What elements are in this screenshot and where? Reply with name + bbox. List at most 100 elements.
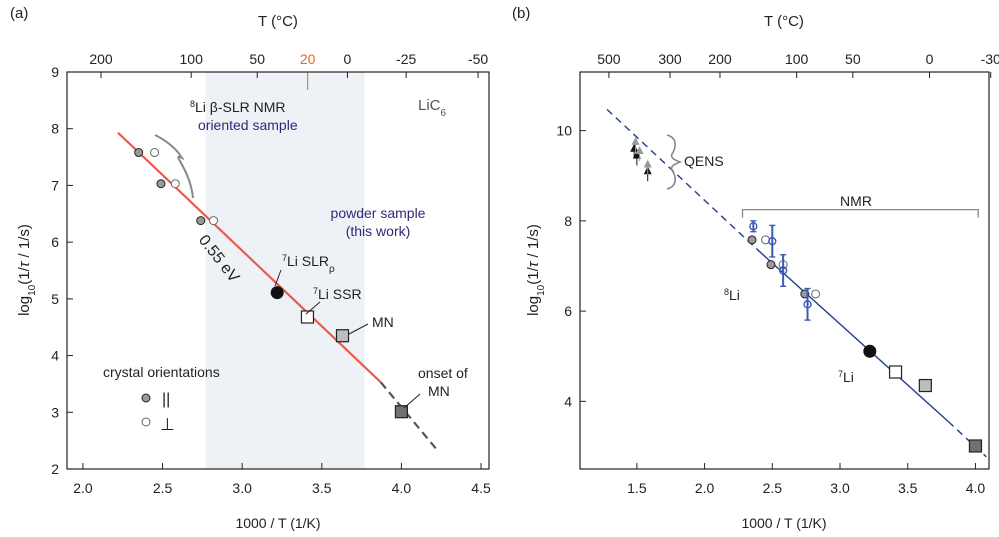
ylabel-b-tau: τ <box>525 260 542 267</box>
y-tick-label: 7 <box>51 177 59 193</box>
panel-a-shaded-region <box>205 72 365 469</box>
nmr-bracket-line <box>741 208 979 218</box>
li7-sup: 7 <box>838 369 843 379</box>
top-tick-label: -30 <box>981 51 999 67</box>
data-point-parallel <box>766 260 776 270</box>
qens-label: QENS <box>684 153 724 169</box>
panel-b-y-axis: 4 6 8 10 <box>556 123 586 409</box>
panel-b-y-axis-title: log10(1/τ / 1/s) <box>525 224 547 316</box>
x-tick-label: 3.5 <box>312 480 332 496</box>
data-point-qens <box>630 143 639 152</box>
top-tick-label: 100 <box>785 51 809 67</box>
x-tick-label: 4.0 <box>392 480 412 496</box>
y-tick-label: 9 <box>51 64 59 80</box>
data-point-parallel <box>156 179 166 189</box>
li7-ssr-leader <box>305 301 321 315</box>
ylabel-a-mid: (1/ <box>16 266 33 284</box>
panel-a-y-axis: 2 3 4 5 6 7 8 9 <box>51 64 73 477</box>
y-tick-label: 4 <box>564 393 572 409</box>
nmr-label: NMR <box>840 193 872 209</box>
ylabel-a-end: / 1/s) <box>16 224 33 262</box>
legend-parallel-label: || <box>162 391 170 408</box>
panel-b-x-axis-title: 1000 / T (1/K) <box>741 515 826 531</box>
li7-main: Li <box>843 369 854 385</box>
top-tick-label: 50 <box>249 51 265 67</box>
data-point-li7-slr <box>270 286 284 300</box>
panel-a-x-axis: 2.0 2.5 3.0 3.5 4.0 4.5 <box>73 463 491 496</box>
onset-leader <box>403 393 421 409</box>
panel-b-fit-line <box>606 108 987 458</box>
data-point-parallel <box>196 216 206 226</box>
y-tick-label: 6 <box>564 303 572 319</box>
ylabel-b-log: log <box>525 296 542 316</box>
panel-b-label: (b) <box>512 5 530 22</box>
data-point-perpendicular <box>209 216 219 226</box>
top-tick-label: 50 <box>845 51 861 67</box>
y-tick-label: 3 <box>51 404 59 420</box>
li7-ssr-label: 7Li SSR <box>313 286 362 302</box>
li7-label: 7Li <box>838 369 854 385</box>
mn-leader <box>348 323 369 335</box>
y-tick-label: 10 <box>556 123 572 139</box>
oriented-brace <box>154 134 194 199</box>
x-tick-label: 2.5 <box>153 480 173 496</box>
ylabel-a-sub: 10 <box>27 284 38 296</box>
top-tick-label: 0 <box>344 51 352 67</box>
mn-label: MN <box>372 314 394 330</box>
panel-a-x-axis-title: 1000 / T (1/K) <box>235 515 320 531</box>
data-point-parallel <box>134 148 144 158</box>
data-point-li8-blue <box>803 300 812 309</box>
panel-b-data-points <box>630 136 983 453</box>
top-tick-label: 20 <box>300 51 316 67</box>
li8-label: 8Li <box>724 287 740 303</box>
x-tick-label: 3.0 <box>830 480 850 496</box>
li8-sup: 8 <box>724 287 729 297</box>
material-main: LiC <box>418 97 441 114</box>
y-tick-label: 6 <box>51 234 59 250</box>
panel-b-frame <box>579 71 990 470</box>
data-point-mn <box>918 378 932 393</box>
y-tick-label: 8 <box>51 121 59 137</box>
powder-sample-label: powder sample <box>331 205 426 221</box>
material-sub: 6 <box>441 108 447 119</box>
data-point-perpendicular <box>150 148 160 158</box>
data-point-li7-slr <box>863 344 877 358</box>
data-point-li7-ssr <box>888 365 903 379</box>
top-tick-label: 500 <box>597 51 621 67</box>
beta-nmr-main: Li β-SLR NMR <box>195 99 286 115</box>
ylabel-b-sub: 10 <box>536 284 547 296</box>
ylabel-a-log: log <box>16 296 33 316</box>
beta-nmr-label: 8Li β-SLR NMR <box>190 99 286 115</box>
this-work-label: (this work) <box>346 223 411 239</box>
x-tick-label: 3.0 <box>232 480 252 496</box>
top-tick-label: 0 <box>926 51 934 67</box>
panel-b-top-axis: 500 300 200 100 50 0 -30 <box>597 51 999 78</box>
ylabel-a-tau: τ <box>16 260 33 267</box>
data-point-perpendicular <box>811 289 821 299</box>
nmr-bracket <box>741 208 979 218</box>
data-point-li8-blue <box>749 222 758 231</box>
legend-parallel-marker <box>141 393 151 403</box>
top-tick-label: 300 <box>658 51 682 67</box>
onset-label-line1: onset of <box>418 365 468 381</box>
li7-slr-leader <box>274 269 282 287</box>
li7-slr-label: 7Li SLRρ <box>282 253 335 275</box>
fit-line-dashed <box>379 381 438 450</box>
qens-brace <box>666 134 683 190</box>
data-point-qens <box>632 150 641 159</box>
li7-slr-sub: ρ <box>329 264 335 275</box>
legend-perp-label: ⊥ <box>160 415 175 434</box>
top-tick-label: -25 <box>396 51 416 67</box>
fit-line-dashed-left <box>606 108 762 254</box>
panel-a-frame <box>66 71 490 470</box>
x-tick-label: 4.5 <box>471 480 491 496</box>
y-tick-label: 5 <box>51 291 59 307</box>
data-point-li8-blue <box>768 236 777 246</box>
x-tick-label: 2.0 <box>73 480 93 496</box>
top-tick-label: 200 <box>708 51 732 67</box>
data-point-perpendicular <box>170 179 180 189</box>
y-tick-label: 2 <box>51 461 59 477</box>
